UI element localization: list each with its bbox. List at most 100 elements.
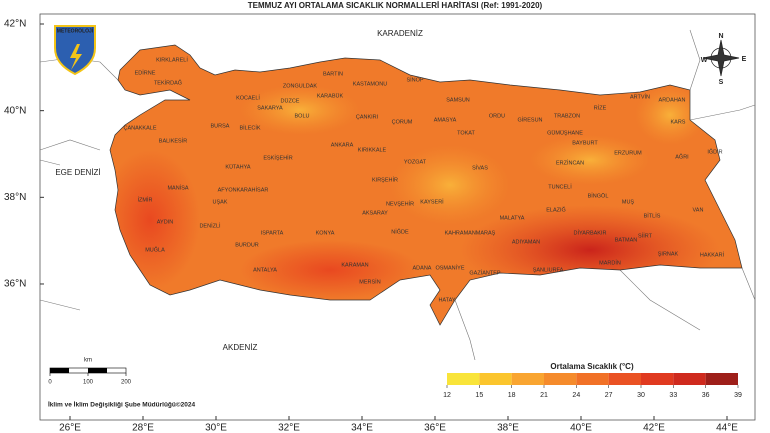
province-label: BARTIN [323, 71, 343, 77]
sea-label: AKDENİZ [223, 343, 258, 352]
legend-swatch [608, 373, 641, 385]
lat-label: 38°N [4, 192, 26, 203]
province-label: KONYA [316, 230, 335, 236]
scale-tick-label: 0 [48, 380, 52, 386]
lon-label: 40°E [570, 423, 592, 433]
legend-tick-label: 24 [572, 392, 580, 399]
province-label: ÇORUM [392, 119, 413, 125]
lon-label: 38°E [497, 423, 519, 433]
legend-swatch [447, 373, 480, 385]
legend-swatch [544, 373, 577, 385]
province-label: KARABÜK [317, 92, 344, 99]
province-label: AYDIN [157, 219, 173, 225]
province-label: ARTVİN [630, 93, 650, 100]
lon-label: 44°E [716, 423, 738, 433]
legend-tick-label: 21 [540, 392, 548, 399]
province-label: AĞRI [675, 153, 689, 160]
province-label: SİİRT [638, 232, 653, 239]
compass-letter: S [719, 79, 724, 86]
province-label: ORDU [489, 113, 505, 119]
compass-letter: W [701, 57, 708, 64]
lon-label: 30°E [205, 423, 227, 433]
province-label: SAMSUN [446, 97, 470, 103]
map-title: TEMMUZ AYI ORTALAMA SICAKLIK NORMALLERİ … [248, 1, 543, 10]
province-label: TEKİRDAĞ [154, 79, 182, 86]
scale-tick-label: 200 [121, 380, 132, 386]
province-label: YOZGAT [404, 159, 427, 165]
lon-label: 28°E [132, 423, 154, 433]
logo-bolt [70, 44, 82, 70]
province-label: ADIYAMAN [512, 239, 540, 245]
lon-label: 32°E [278, 423, 300, 433]
warm-zone [240, 240, 420, 300]
legend-swatch [673, 373, 706, 385]
province-label: ERZİNCAN [556, 159, 584, 166]
province-label: ŞIRNAK [658, 251, 679, 257]
province-label: GİRESUN [517, 116, 542, 123]
province-label: MALATYA [500, 215, 525, 221]
legend-tick-label: 27 [605, 392, 613, 399]
sea-label: EGE DENİZİ [55, 168, 100, 177]
province-label: KARAMAN [341, 262, 368, 268]
lat-label: 40°N [4, 105, 26, 116]
province-label: KASTAMONU [353, 81, 387, 87]
legend-swatch [479, 373, 512, 385]
lon-label: 34°E [351, 423, 373, 433]
credit: İklim ve İklim Değişikliği Şube Müdürlüğ… [48, 401, 195, 409]
legend-swatch [641, 373, 674, 385]
legend-tick-label: 15 [475, 392, 483, 399]
legend-tick-label: 18 [508, 392, 516, 399]
scale-bar-segment [50, 368, 69, 373]
legend-swatch [705, 373, 738, 385]
compass-rose [702, 39, 740, 77]
province-label: GAZİANTEP [469, 269, 501, 276]
scale-bar-segment [88, 368, 107, 373]
province-label: RİZE [594, 104, 607, 111]
province-label: AKSARAY [362, 210, 388, 216]
province-label: NEVŞEHİR [386, 200, 414, 207]
lat-label: 36°N [4, 279, 26, 290]
province-label: ANKARA [331, 142, 354, 148]
province-label: EDİRNE [135, 69, 156, 76]
province-label: KIRIKKALE [358, 147, 387, 153]
province-label: ÇANAKKALE [123, 125, 156, 131]
cool-zone [530, 135, 650, 185]
logo-text: METEOROLOJİ [57, 27, 94, 34]
sea-label: KARADENİZ [377, 29, 423, 38]
cool-zone [240, 85, 360, 135]
lon-label: 36°E [424, 423, 446, 433]
province-label: ANTALYA [253, 267, 277, 273]
province-label: TUNCELİ [548, 183, 572, 190]
province-label: ELAZIĞ [546, 206, 566, 213]
legend-tick-label: 36 [702, 392, 710, 399]
province-label: KOCAELİ [236, 94, 260, 101]
province-label: ERZURUM [614, 150, 642, 156]
province-label: BATMAN [615, 237, 638, 243]
province-label: HATAY [438, 297, 455, 303]
province-label: KAYSERİ [420, 198, 444, 205]
province-label: KÜTAHYA [225, 163, 250, 170]
legend-title: Ortalama Sıcaklık (°C) [550, 362, 634, 371]
province-label: BİLECİK [239, 124, 260, 131]
province-label: HAKKARİ [700, 251, 725, 258]
province-label: ESKİŞEHİR [263, 154, 292, 161]
scale-tick-label: 100 [83, 380, 94, 386]
lat-label: 42°N [4, 19, 26, 30]
province-label: DÜZCE [281, 97, 300, 104]
lon-label: 42°E [643, 423, 665, 433]
province-label: TOKAT [457, 130, 475, 136]
province-label: İZMİR [138, 196, 153, 203]
province-label: BALIKESİR [159, 137, 187, 144]
province-label: MERSİN [359, 278, 380, 285]
province-label: BURSA [211, 123, 230, 129]
cool-zone [635, 85, 705, 145]
province-label: MANİSA [167, 184, 188, 191]
province-label: AMASYA [434, 117, 457, 123]
province-label: GÜMÜŞHANE [547, 129, 583, 136]
province-label: VAN [693, 207, 704, 213]
province-label: MUĞLA [145, 246, 165, 253]
province-label: KAHRAMANMARAŞ [445, 230, 496, 236]
province-label: ÇANKIRI [356, 114, 379, 120]
legend-tick-label: 12 [443, 392, 451, 399]
